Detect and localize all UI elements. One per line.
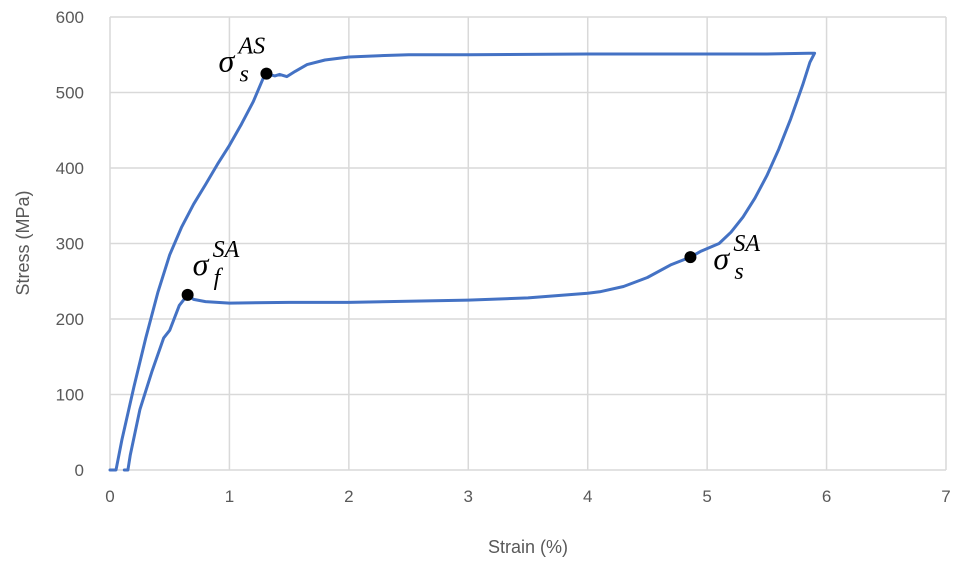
x-tick-label: 6 [822, 487, 831, 506]
transformation-point-marker [181, 288, 194, 301]
x-tick-label: 1 [225, 487, 234, 506]
annotation-label: σ SAs [713, 231, 760, 285]
x-tick-label: 0 [105, 487, 114, 506]
y-tick-label: 400 [56, 159, 84, 178]
y-axis-title: Stress (MPa) [13, 190, 33, 295]
transformation-point-marker [260, 67, 273, 80]
y-tick-label: 600 [56, 8, 84, 27]
y-tick-label: 100 [56, 386, 84, 405]
x-tick-label: 7 [941, 487, 950, 506]
x-tick-label: 5 [702, 487, 711, 506]
annotation-subscript: s [239, 62, 248, 88]
x-tick-label: 4 [583, 487, 592, 506]
annotation-subscript: s [734, 259, 743, 285]
annotation-superscript: SA [733, 231, 760, 257]
annotation-superscript: SA [213, 237, 240, 263]
y-tick-label: 300 [56, 235, 84, 254]
y-tick-label: 0 [75, 461, 84, 480]
x-axis-title: Strain (%) [488, 537, 568, 557]
grid [109, 16, 947, 471]
y-tick-label: 200 [56, 310, 84, 329]
x-tick-label: 2 [344, 487, 353, 506]
annotation-symbol: σ [218, 43, 235, 79]
y-tick-label: 500 [56, 84, 84, 103]
x-axis-ticks: 0 1 2 3 4 5 6 7 [105, 487, 950, 506]
y-axis-ticks: 0 100 200 300 400 500 600 [56, 8, 84, 480]
annotation-symbol: σ [193, 246, 210, 282]
annotation-symbol: σ [713, 240, 730, 276]
marker-layer [181, 67, 697, 301]
annotation-subscript: f [214, 265, 224, 291]
annotation-label: σ ASs [218, 34, 265, 88]
annotation-superscript: AS [236, 34, 265, 60]
series-layer [108, 51, 817, 472]
stress-strain-curve [108, 51, 817, 472]
annotation-label: σ SAf [193, 237, 240, 291]
transformation-point-marker [684, 251, 697, 264]
x-tick-label: 3 [464, 487, 473, 506]
